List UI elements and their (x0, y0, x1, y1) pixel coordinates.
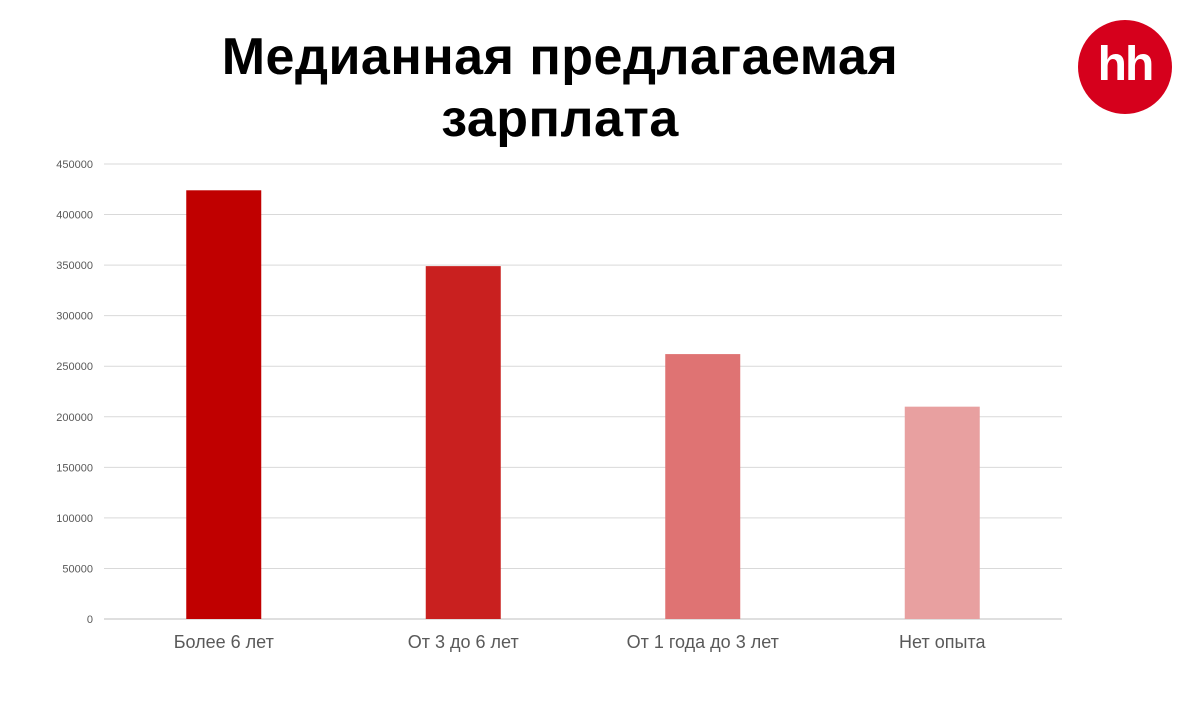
y-tick-label: 50000 (62, 563, 93, 575)
x-category-label: Нет опыта (899, 632, 986, 652)
hh-logo: hh (1078, 20, 1172, 114)
x-category-label: От 1 года до 3 лет (627, 632, 779, 652)
x-category-label: От 3 до 6 лет (408, 632, 519, 652)
bar (665, 354, 741, 619)
x-axis-category-labels: Более 6 лет От 3 до 6 лет От 1 года до 3 л… (174, 632, 987, 652)
y-tick-label: 200000 (56, 412, 93, 424)
gridlines (104, 163, 1062, 620)
bar (425, 266, 501, 619)
y-tick-label: 300000 (56, 311, 93, 323)
y-axis-tick-labels: 0 50000 100000 150000 200000 250000 300000 3500… (56, 159, 93, 626)
y-tick-label: 150000 (56, 462, 93, 474)
bars (186, 190, 980, 620)
y-tick-label: 400000 (56, 210, 93, 222)
bar (186, 190, 262, 620)
y-tick-label: 450000 (56, 159, 93, 171)
x-category-label: Более 6 лет (174, 632, 274, 652)
hh-logo-text: hh (1097, 38, 1155, 91)
y-tick-label: 350000 (56, 260, 93, 272)
y-tick-label: 250000 (56, 361, 93, 373)
chart-title: Медианная предлагаемая зарплата (221, 28, 899, 148)
y-tick-label: 100000 (56, 513, 93, 525)
y-tick-label: 0 (87, 614, 93, 626)
bar (904, 406, 980, 619)
